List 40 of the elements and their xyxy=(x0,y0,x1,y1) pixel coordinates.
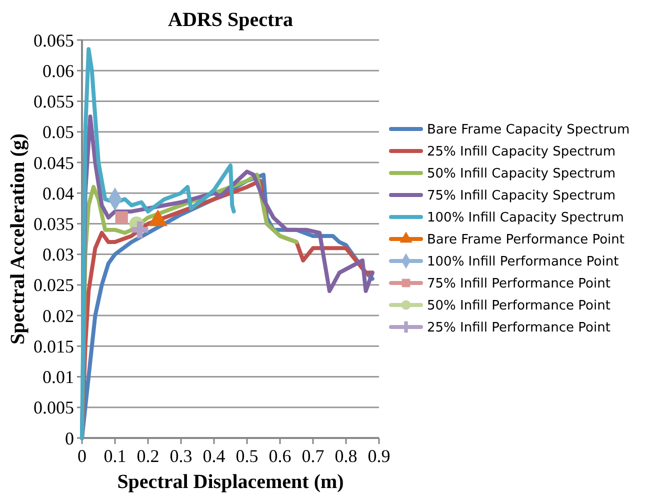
legend-label: 100% Infill Capacity Spectrum xyxy=(427,210,624,226)
x-tick-label: 0.8 xyxy=(334,446,358,466)
x-tick-label: 0 xyxy=(78,446,86,466)
y-tick-label: 0.05 xyxy=(42,122,74,142)
legend-label: Bare Frame Performance Point xyxy=(427,232,625,248)
x-tick-label: 0.3 xyxy=(170,446,192,466)
legend-label: 100% Infill Performance Point xyxy=(427,254,619,270)
y-tick-label: 0.06 xyxy=(42,60,74,81)
x-tick-label: 0.2 xyxy=(136,446,160,466)
y-tick-label: 0.015 xyxy=(34,336,74,356)
y-tick-label: 0.065 xyxy=(34,30,74,50)
x-tick-label: 0.7 xyxy=(302,446,324,466)
legend-label: 50% Infill Performance Point xyxy=(427,298,610,314)
legend-label: 25% Infill Performance Point xyxy=(427,320,610,336)
legend-label: Bare Frame Capacity Spectrum xyxy=(427,122,630,138)
y-axis-title: Spectral Acceleration (g) xyxy=(7,133,29,345)
y-tick-label: 0.04 xyxy=(42,183,74,204)
x-tick-label: 0.1 xyxy=(104,446,126,466)
x-tick-label: 0.9 xyxy=(368,446,390,466)
x-tick-label: 0.5 xyxy=(236,446,258,466)
x-tick-label: 0.4 xyxy=(202,446,226,466)
line-series xyxy=(80,47,236,440)
y-tick-label: 0.035 xyxy=(34,214,74,234)
y-tick-label: 0 xyxy=(65,428,74,448)
chart-title: ADRS Spectra xyxy=(168,9,293,31)
legend-label: 75% Infill Performance Point xyxy=(427,276,610,292)
legend-label: 25% Infill Capacity Spectrum xyxy=(427,144,616,160)
y-tick-label: 0.02 xyxy=(42,306,74,326)
y-tick-label: 0.01 xyxy=(42,367,74,388)
legend-label: 75% Infill Capacity Spectrum xyxy=(427,188,616,204)
y-tick-label: 0.055 xyxy=(34,92,74,112)
point xyxy=(131,221,148,238)
x-tick-label: 0.6 xyxy=(268,446,292,466)
point xyxy=(115,211,128,224)
y-tick-label: 0.005 xyxy=(34,398,74,418)
x-axis-title: Spectral Displacement (m) xyxy=(117,471,344,493)
y-tick-label: 0.025 xyxy=(34,275,74,296)
y-tick-label: 0.03 xyxy=(42,244,74,265)
y-tick-label: 0.045 xyxy=(34,152,74,173)
legend-label: 50% Infill Capacity Spectrum xyxy=(427,166,616,182)
